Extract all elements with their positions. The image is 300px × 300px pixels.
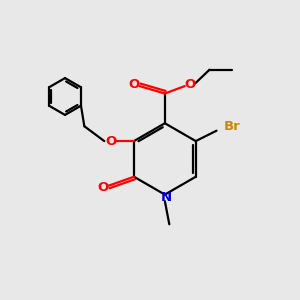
Text: N: N xyxy=(161,191,172,204)
Text: O: O xyxy=(98,181,109,194)
Text: O: O xyxy=(129,78,140,91)
Text: O: O xyxy=(106,135,117,148)
Text: Br: Br xyxy=(224,120,241,133)
Text: O: O xyxy=(184,78,196,91)
